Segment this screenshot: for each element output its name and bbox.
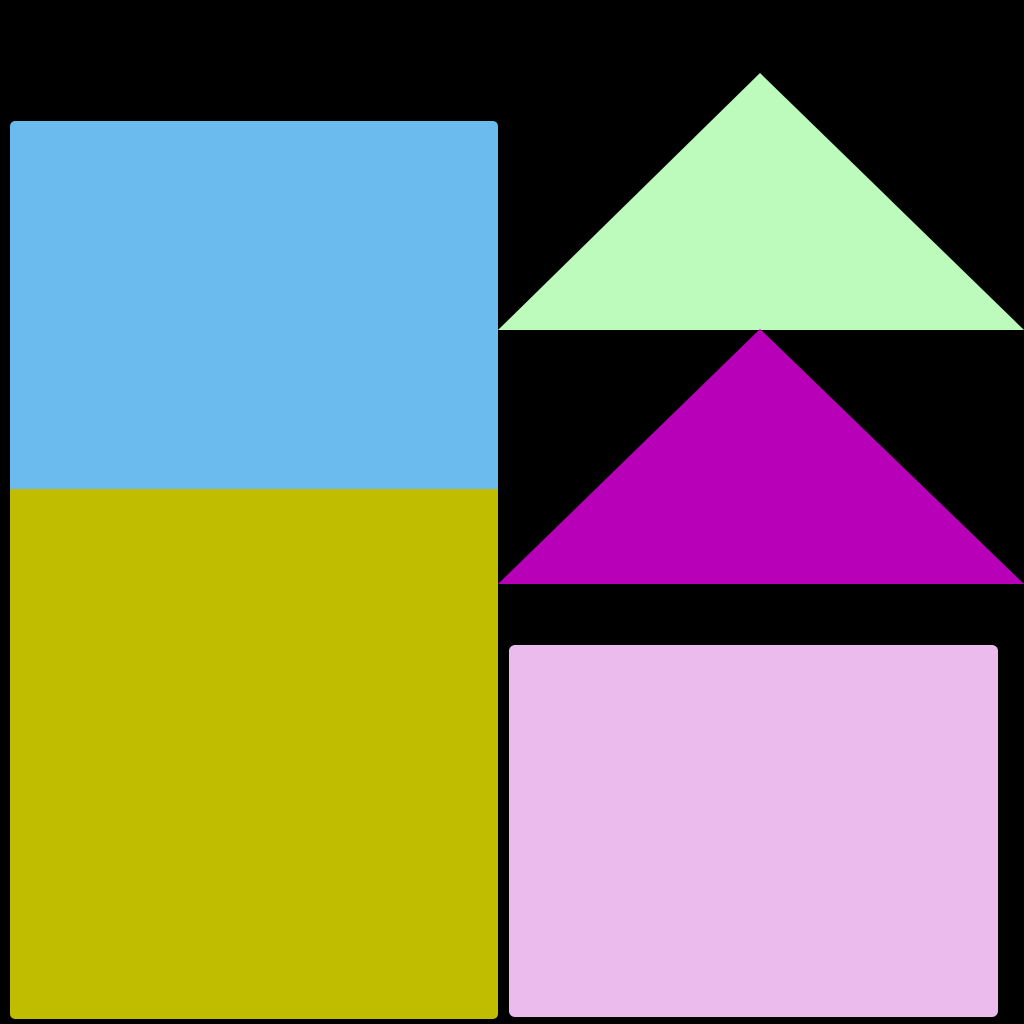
mint-triangle [498,73,1024,330]
pink-rectangle [509,645,998,1017]
olive-rectangle [10,489,498,1019]
magenta-triangle [498,329,1024,584]
blue-rectangle [10,121,498,493]
